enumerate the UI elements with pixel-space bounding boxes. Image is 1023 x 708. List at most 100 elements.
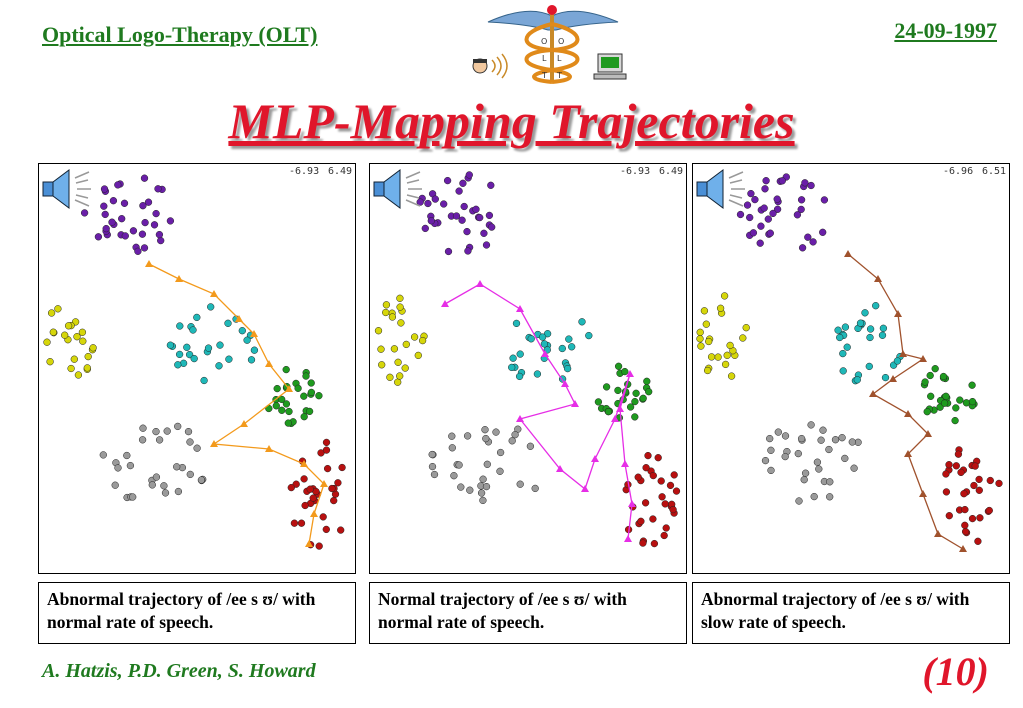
cluster-point [512,319,521,328]
cluster-point [660,531,668,540]
trajectory-arrow [516,305,524,312]
cluster-point [804,233,812,241]
cluster-point [511,431,519,439]
speaker-icon[interactable] [693,164,749,214]
cluster-point [301,501,309,510]
cluster-point [138,436,147,444]
cluster-point [626,403,635,411]
cluster-point [961,527,970,536]
cluster-point [129,493,137,501]
cluster-point [781,432,790,440]
cluster-point [139,202,147,210]
trajectory-plot-3 [696,173,1003,552]
cluster-point [637,517,645,525]
cluster-point [215,362,223,370]
cluster-point [102,224,110,233]
cluster-point [322,525,330,534]
cluster-point [183,343,191,351]
cluster-point [443,176,452,185]
cluster-point [152,473,161,481]
cluster-point [243,336,251,344]
cluster-point [193,444,201,452]
cluster-point [515,372,524,381]
cluster-point [184,427,193,436]
cluster-point [285,407,293,416]
cluster-point [224,319,232,327]
cluster-point [307,379,315,387]
cluster-point [374,327,383,335]
cluster-point [956,396,964,404]
coord-max: 6.49 [328,166,353,177]
cluster-point [778,177,786,185]
cluster-point [334,479,342,487]
cluster-point [448,444,456,452]
speaker-icon[interactable] [39,164,95,214]
cluster-point [61,331,69,339]
trajectory-arrow [300,460,308,467]
cluster-point [843,343,851,351]
cluster-point [746,213,754,222]
trajectory-arrow [611,415,619,422]
trajectory-plot-1 [43,174,346,550]
cluster-point [585,331,593,340]
cluster-point [428,462,437,471]
cluster-point [394,378,402,386]
cluster-point [394,358,402,366]
cluster-point [140,174,149,182]
cluster-point [216,341,224,349]
cluster-point [720,292,729,300]
cluster-point [74,371,83,379]
cluster-point [108,218,116,226]
cluster-point [154,185,162,193]
trajectory-arrow [441,300,449,307]
trajectory-panel-1: -6.93 6.49 [38,163,356,574]
cluster-point [300,475,308,483]
trajectory-arrow [210,290,218,297]
trajectory-plot-2 [374,171,681,548]
cluster-point [942,470,950,478]
cluster-point [968,397,977,406]
cluster-point [968,514,977,523]
trajectory-arrow [626,370,634,377]
cluster-point [951,416,959,425]
cluster-point [155,436,164,444]
cluster-point [639,394,647,402]
cluster-point [225,355,233,363]
cluster-point [134,247,142,255]
cluster-point [942,392,950,400]
speaker-icon[interactable] [370,164,426,214]
cluster-point [714,353,722,361]
cluster-point [273,384,281,393]
cluster-point [723,351,731,359]
cluster-point [322,438,331,447]
cluster-point [881,373,890,382]
trajectory-arrow [919,490,927,497]
cluster-point [388,313,397,321]
header-project-title: Optical Logo-Therapy (OLT) [42,22,318,47]
caption-panel-2: Normal trajectory of /ee s ʊ/ with norma… [369,582,687,644]
cluster-point [968,381,976,389]
cluster-point [526,442,535,450]
cluster-point [297,519,306,527]
cluster-point [185,350,194,359]
cluster-point [707,353,716,361]
cluster-point [121,232,129,240]
cluster-point [174,487,183,496]
cluster-point [46,358,54,366]
cluster-point [632,389,640,397]
cluster-point [861,309,869,317]
cluster-point [801,179,809,187]
cluster-point [658,493,666,501]
cluster-point [315,392,323,400]
cluster-point [974,537,982,545]
cluster-point [492,428,500,436]
cluster-point [458,216,466,224]
trajectory-line [148,263,325,545]
cluster-point [99,451,107,459]
cluster-point [721,360,730,369]
cluster-point [496,448,505,457]
cluster-point [47,309,56,317]
cluster-point [448,432,456,440]
cluster-point [67,364,75,373]
trajectory-arrow [210,440,218,447]
